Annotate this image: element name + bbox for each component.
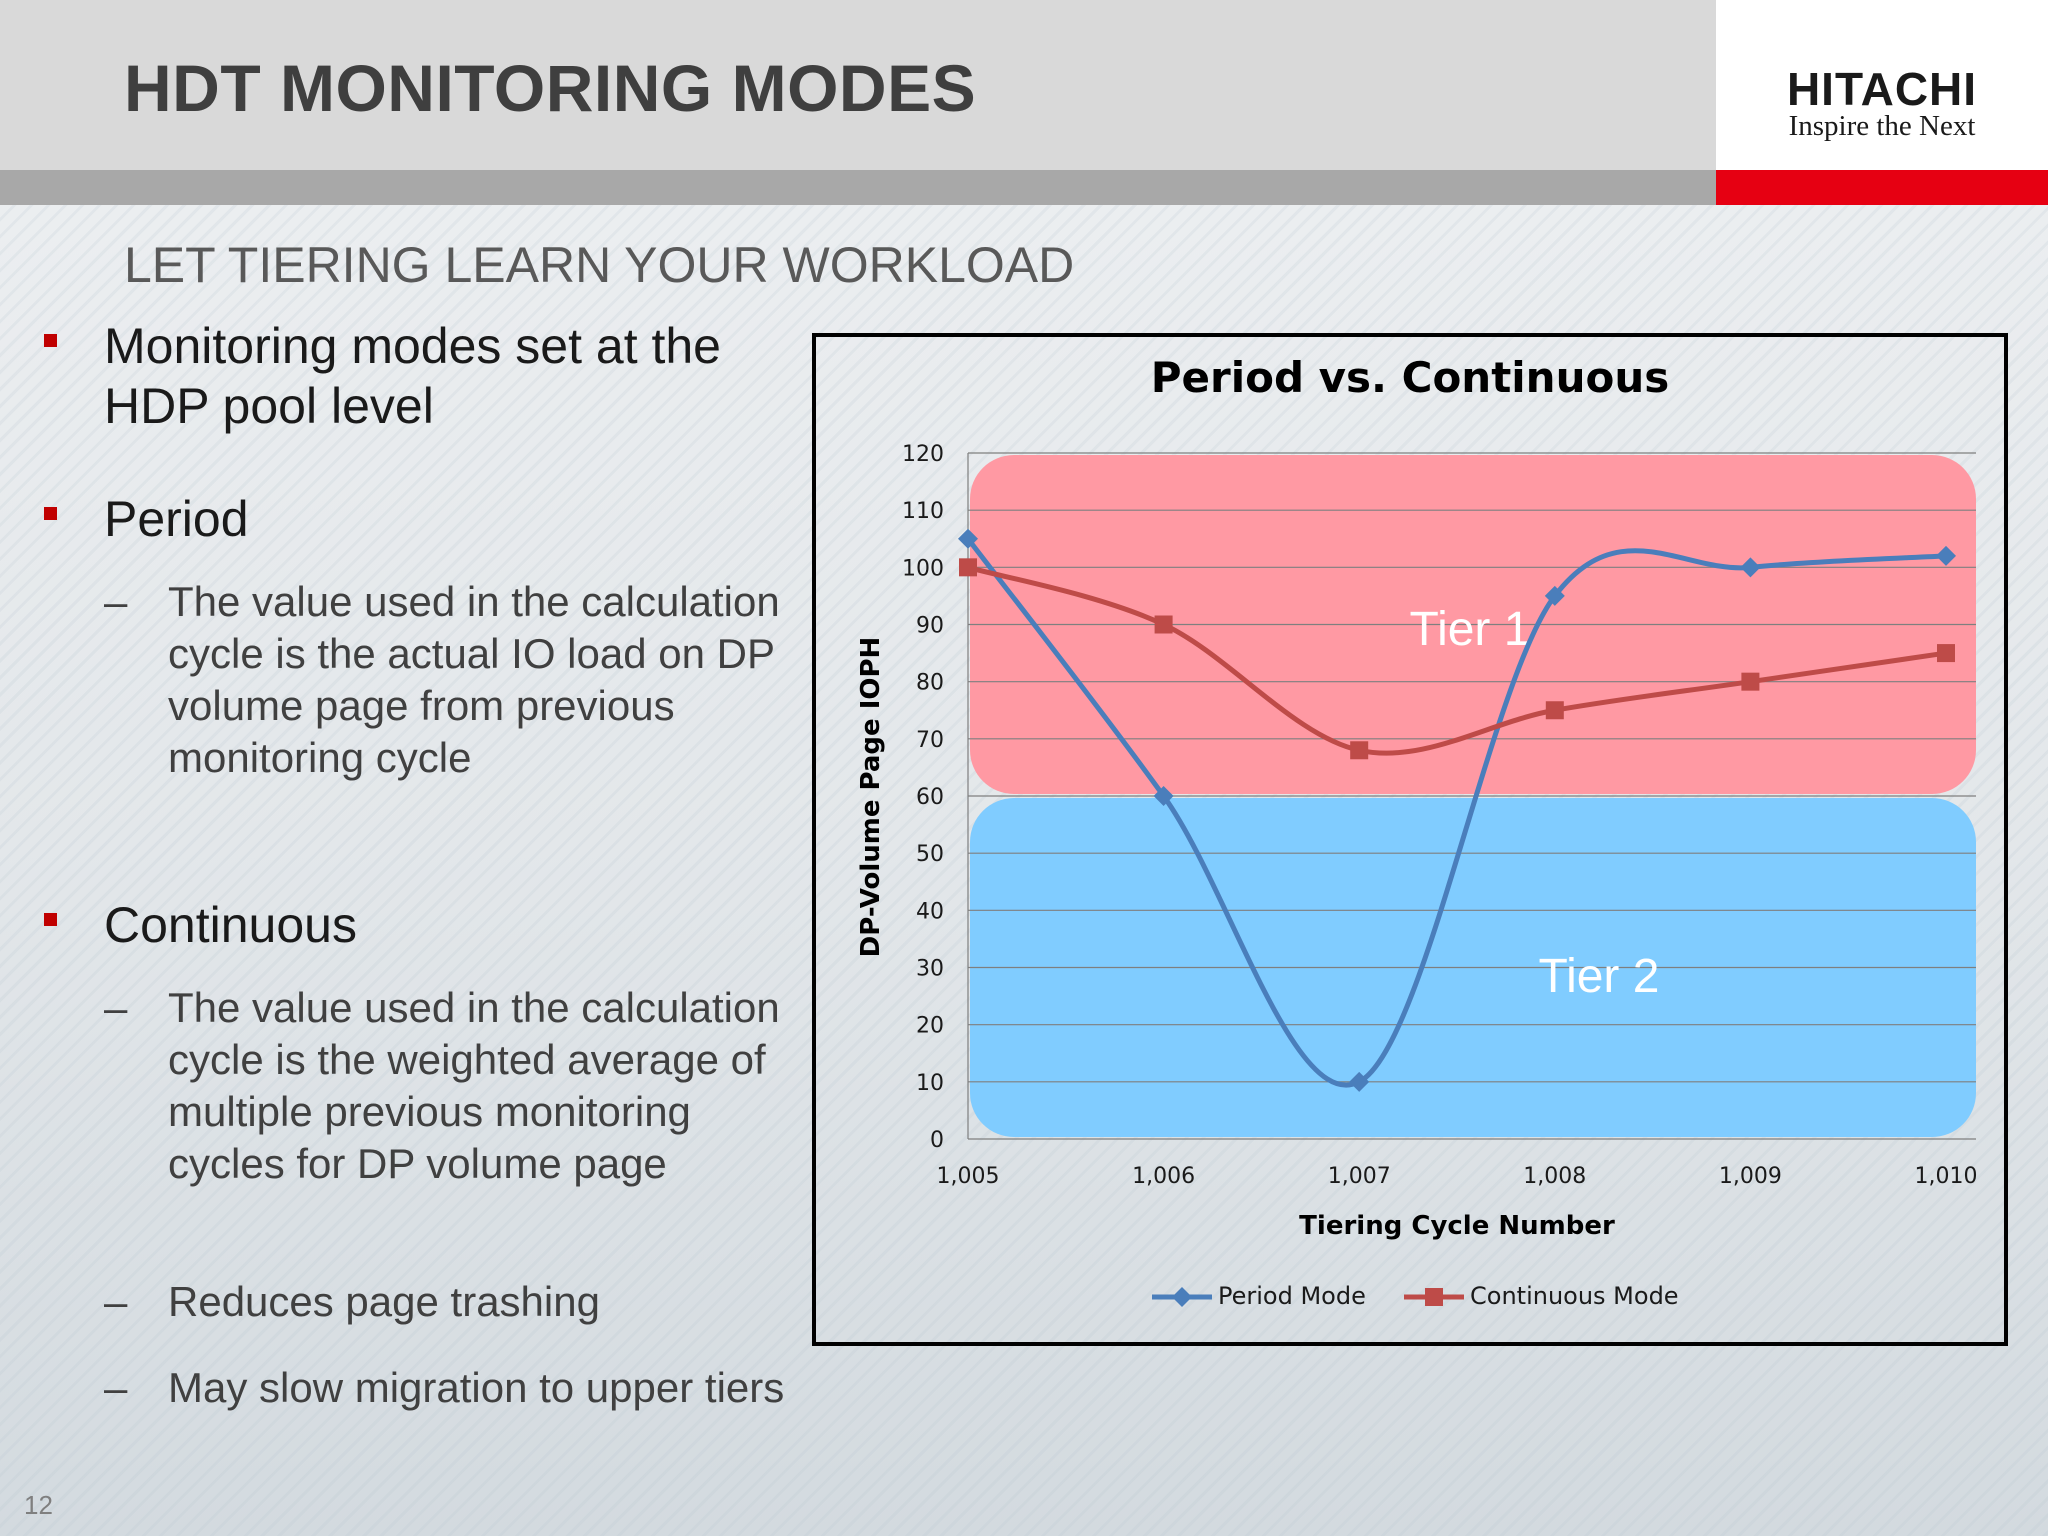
slide-title: HDT MONITORING MODES [124, 51, 977, 125]
data-point [1937, 644, 1955, 663]
data-point [1544, 585, 1565, 606]
bullet-marker [44, 507, 57, 520]
data-point [1349, 1071, 1370, 1092]
y-tick-label: 50 [916, 842, 944, 867]
sub-bullet-dash: – [104, 1364, 128, 1411]
y-tick-label: 100 [902, 556, 944, 581]
data-point [959, 558, 977, 577]
logo-box [1716, 0, 2048, 170]
data-point [1545, 701, 1564, 720]
sub-bullet-text: May slow migration to upper tiers [168, 1364, 785, 1411]
y-tick-label: 70 [916, 728, 944, 753]
tier-band-label: Tier 1 [1410, 603, 1531, 656]
y-tick-label: 10 [916, 1071, 944, 1096]
legend-swatch-marker [1172, 1287, 1192, 1307]
data-point [1350, 741, 1369, 760]
x-tick-label: 1,006 [1132, 1164, 1195, 1189]
x-tick-label: 1,007 [1328, 1164, 1391, 1189]
y-tick-label: 60 [916, 785, 944, 810]
data-point [1936, 545, 1956, 566]
sub-bullet-dash: – [104, 984, 128, 1031]
header-bar [0, 0, 1716, 170]
legend-swatch-marker [1425, 1288, 1443, 1306]
y-tick-label: 110 [902, 499, 944, 524]
series-line [967, 564, 1947, 756]
data-point [958, 528, 978, 549]
chart-title: Period vs. Continuous [1151, 353, 1669, 402]
slide-subtitle: LET TIERING LEARN YOUR WORKLOAD [124, 237, 1075, 293]
x-axis-title: Tiering Cycle Number [1299, 1211, 1615, 1241]
data-point [1740, 557, 1761, 578]
logo-tagline: Inspire the Next [1788, 110, 1976, 142]
bullet-text: Period [104, 491, 249, 547]
data-point [1741, 672, 1760, 691]
y-tick-label: 20 [916, 1014, 944, 1039]
y-tick-label: 40 [916, 899, 944, 924]
data-point [1154, 615, 1173, 634]
page-number: 12 [24, 1490, 53, 1520]
line-chart: Tier 1 Tier 2 0 10 20 30 40 50 60 70 80 90 100 110 120… [856, 353, 1978, 1310]
chart-frame [812, 333, 2008, 1346]
data-point [1153, 786, 1174, 806]
sub-bullet-text: The value used in the calculation cycle … [168, 578, 780, 781]
bullet-text: Monitoring modes set at the HDP pool lev… [104, 318, 721, 434]
legend-label: Continuous Mode [1470, 1282, 1679, 1310]
sub-bullet-text: The value used in the calculation cycle … [168, 984, 780, 1187]
y-tick-label: 80 [916, 671, 944, 696]
sub-bullet-text: Reduces page trashing [168, 1278, 600, 1325]
header-strip [0, 170, 1716, 205]
y-tick-label: 90 [916, 614, 944, 639]
y-tick-label: 120 [902, 442, 944, 467]
y-tick-label: 0 [930, 1128, 944, 1153]
x-tick-label: 1,005 [937, 1164, 1000, 1189]
sub-bullet-dash: – [104, 578, 128, 625]
bullet-marker [44, 913, 57, 926]
x-tick-label: 1,008 [1523, 1164, 1586, 1189]
y-tick-label: 30 [916, 957, 944, 982]
sub-bullet-dash: – [104, 1278, 128, 1325]
tier-band-label: Tier 2 [1539, 950, 1660, 1003]
bullet-text: Continuous [104, 897, 357, 953]
logo-name: HITACHI [1786, 63, 1978, 115]
y-axis-title: DP-Volume Page IOPH [856, 637, 886, 958]
bullet-marker [44, 334, 57, 347]
x-tick-label: 1,010 [1915, 1164, 1978, 1189]
legend-label: Period Mode [1218, 1282, 1366, 1310]
logo-red-bar [1716, 170, 2048, 205]
x-tick-label: 1,009 [1719, 1164, 1782, 1189]
